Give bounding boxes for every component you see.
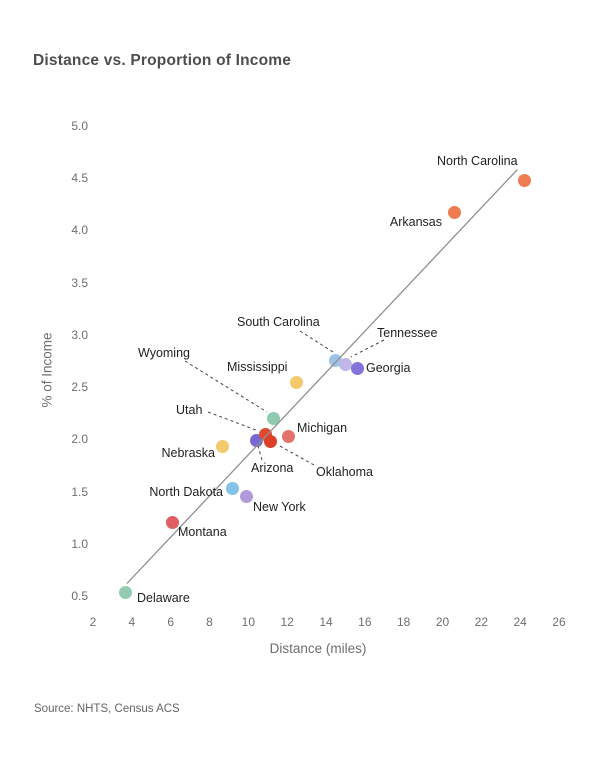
x-tick-label-6: 6	[167, 615, 174, 629]
x-tick-label-24: 24	[513, 615, 527, 629]
point-label-arkansas: Arkansas	[389, 215, 442, 229]
x-tick-label-4: 4	[128, 615, 136, 629]
point-delaware	[118, 586, 132, 600]
y-tick-label-3.5: 3.5	[71, 275, 88, 290]
point-label-delaware: Delaware	[137, 591, 190, 605]
point-label-utah: Utah	[176, 403, 203, 417]
point-label-south-carolina: South Carolina	[237, 315, 320, 329]
y-tick-label-4.0: 4.0	[71, 223, 88, 238]
point-label-montana: Montana	[178, 525, 227, 539]
y-tick-label-4.5: 4.5	[71, 171, 88, 186]
y-tick-label-5.0: 5.0	[71, 118, 88, 133]
x-tick-label-8: 8	[206, 615, 213, 629]
x-axis-title: Distance (miles)	[269, 641, 367, 656]
x-tick-label-2: 2	[89, 615, 97, 629]
y-tick-label-2.5: 2.5	[71, 380, 88, 395]
point-label-wyoming: Wyoming	[138, 346, 190, 360]
x-tick-label-18: 18	[396, 615, 411, 629]
x-tick-label-26: 26	[552, 615, 566, 629]
y-tick-label-0.5: 0.5	[71, 589, 88, 603]
y-tick-label-3.0: 3.0	[71, 327, 88, 342]
point-label-north-carolina: North Carolina	[437, 154, 518, 168]
point-label-new-york: New York	[253, 500, 306, 514]
y-axis-title: % of Income	[39, 332, 55, 408]
x-tick-label-16: 16	[358, 615, 372, 629]
point-label-mississippi: Mississippi	[227, 360, 288, 374]
x-tick-label-12: 12	[280, 615, 294, 629]
point-label-north-dakota: North Dakota	[149, 485, 223, 499]
point-label-michigan: Michigan	[297, 421, 348, 435]
y-tick-label-1.5: 1.5	[71, 484, 88, 499]
point-label-arizona: Arizona	[251, 461, 294, 475]
point-label-tennessee: Tennessee	[377, 326, 438, 340]
source-note: Source: NHTS, Census ACS	[34, 703, 180, 715]
point-label-oklahoma: Oklahoma	[316, 465, 373, 479]
x-tick-label-22: 22	[474, 615, 488, 629]
point-label-georgia: Georgia	[366, 361, 411, 375]
x-tick-label-10: 10	[241, 615, 255, 629]
x-tick-label-14: 14	[319, 615, 333, 629]
y-tick-label-1.0: 1.0	[71, 536, 88, 551]
y-tick-label-2.0: 2.0	[71, 432, 88, 447]
point-north-carolina	[517, 173, 531, 187]
point-label-nebraska: Nebraska	[161, 446, 216, 460]
x-tick-label-20: 20	[435, 615, 450, 629]
chart-title: Distance vs. Proportion of Income	[33, 52, 292, 69]
